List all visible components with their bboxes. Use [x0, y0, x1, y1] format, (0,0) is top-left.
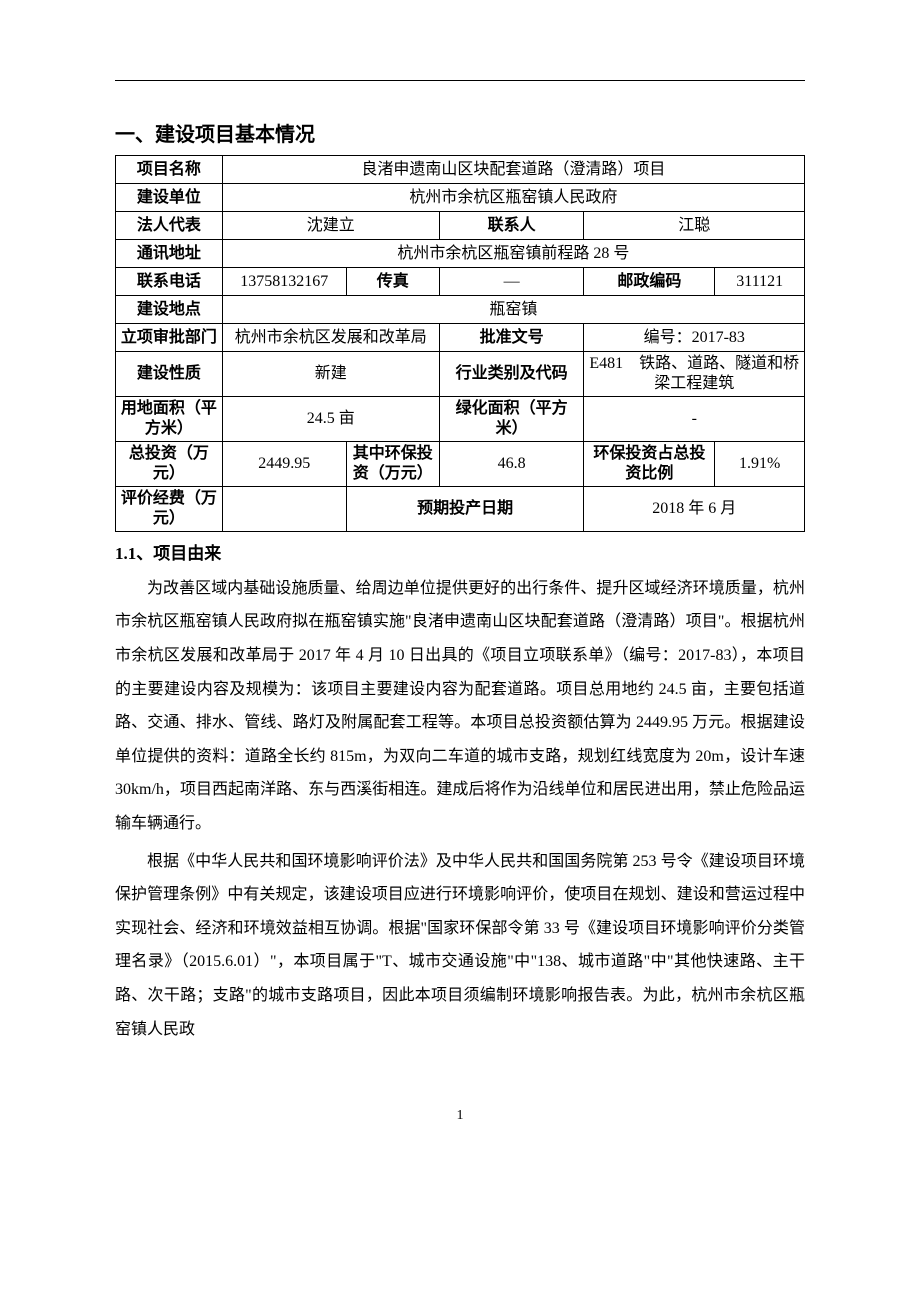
label-location: 建设地点: [116, 296, 223, 324]
label-env-ratio: 环保投资占总投资比例: [584, 442, 715, 487]
value-phone: 13758132167: [222, 268, 346, 296]
label-address: 通讯地址: [116, 240, 223, 268]
label-green-area: 绿化面积（平方米）: [439, 397, 584, 442]
table-row: 通讯地址 杭州市余杭区瓶窑镇前程路 28 号: [116, 240, 805, 268]
value-industry: E481 铁路、道路、隧道和桥梁工程建筑: [584, 352, 805, 397]
label-approval-no: 批准文号: [439, 324, 584, 352]
label-env-invest: 其中环保投资（万元）: [346, 442, 439, 487]
label-construction-unit: 建设单位: [116, 184, 223, 212]
value-address: 杭州市余杭区瓶窑镇前程路 28 号: [222, 240, 804, 268]
section-title: 一、建设项目基本情况: [115, 121, 805, 149]
table-row: 建设单位 杭州市余杭区瓶窑镇人民政府: [116, 184, 805, 212]
value-project-name: 良渚申遗南山区块配套道路（澄清路）项目: [222, 156, 804, 184]
label-nature: 建设性质: [116, 352, 223, 397]
label-fax: 传真: [346, 268, 439, 296]
label-eval-fee: 评价经费（万元）: [116, 487, 223, 532]
label-contact-person: 联系人: [439, 212, 584, 240]
value-contact-person: 江聪: [584, 212, 805, 240]
value-approval-dept: 杭州市余杭区发展和改革局: [222, 324, 439, 352]
table-row: 项目名称 良渚申遗南山区块配套道路（澄清路）项目: [116, 156, 805, 184]
value-legal-rep: 沈建立: [222, 212, 439, 240]
page-number: 1: [115, 1106, 805, 1126]
paragraph-2: 根据《中华人民共和国环境影响评价法》及中华人民共和国国务院第 253 号令《建设…: [115, 845, 805, 1047]
project-info-table: 项目名称 良渚申遗南山区块配套道路（澄清路）项目 建设单位 杭州市余杭区瓶窑镇人…: [115, 155, 805, 532]
value-postcode: 311121: [715, 268, 805, 296]
paragraph-1: 为改善区域内基础设施质量、给周边单位提供更好的出行条件、提升区域经济环境质量，杭…: [115, 572, 805, 841]
table-row: 建设性质 新建 行业类别及代码 E481 铁路、道路、隧道和桥梁工程建筑: [116, 352, 805, 397]
label-approval-dept: 立项审批部门: [116, 324, 223, 352]
value-land-area: 24.5 亩: [222, 397, 439, 442]
value-location: 瓶窑镇: [222, 296, 804, 324]
label-total-invest: 总投资（万元）: [116, 442, 223, 487]
value-fax: —: [439, 268, 584, 296]
value-env-ratio: 1.91%: [715, 442, 805, 487]
label-industry: 行业类别及代码: [439, 352, 584, 397]
value-approval-no: 编号：2017-83: [584, 324, 805, 352]
table-row: 联系电话 13758132167 传真 — 邮政编码 311121: [116, 268, 805, 296]
label-legal-rep: 法人代表: [116, 212, 223, 240]
label-land-area: 用地面积（平方米）: [116, 397, 223, 442]
label-expected-date: 预期投产日期: [346, 487, 584, 532]
value-env-invest: 46.8: [439, 442, 584, 487]
value-green-area: -: [584, 397, 805, 442]
value-total-invest: 2449.95: [222, 442, 346, 487]
subsection-number: 1.1、: [115, 544, 153, 563]
label-postcode: 邮政编码: [584, 268, 715, 296]
label-phone: 联系电话: [116, 268, 223, 296]
label-project-name: 项目名称: [116, 156, 223, 184]
value-eval-fee: [222, 487, 346, 532]
table-row: 建设地点 瓶窑镇: [116, 296, 805, 324]
table-row: 评价经费（万元） 预期投产日期 2018 年 6 月: [116, 487, 805, 532]
table-row: 总投资（万元） 2449.95 其中环保投资（万元） 46.8 环保投资占总投资…: [116, 442, 805, 487]
table-row: 立项审批部门 杭州市余杭区发展和改革局 批准文号 编号：2017-83: [116, 324, 805, 352]
table-row: 法人代表 沈建立 联系人 江聪: [116, 212, 805, 240]
table-row: 用地面积（平方米） 24.5 亩 绿化面积（平方米） -: [116, 397, 805, 442]
subsection-title: 1.1、项目由来: [115, 542, 805, 566]
subsection-text: 项目由来: [153, 544, 221, 563]
value-expected-date: 2018 年 6 月: [584, 487, 805, 532]
value-construction-unit: 杭州市余杭区瓶窑镇人民政府: [222, 184, 804, 212]
header-rule: [115, 80, 805, 81]
value-nature: 新建: [222, 352, 439, 397]
